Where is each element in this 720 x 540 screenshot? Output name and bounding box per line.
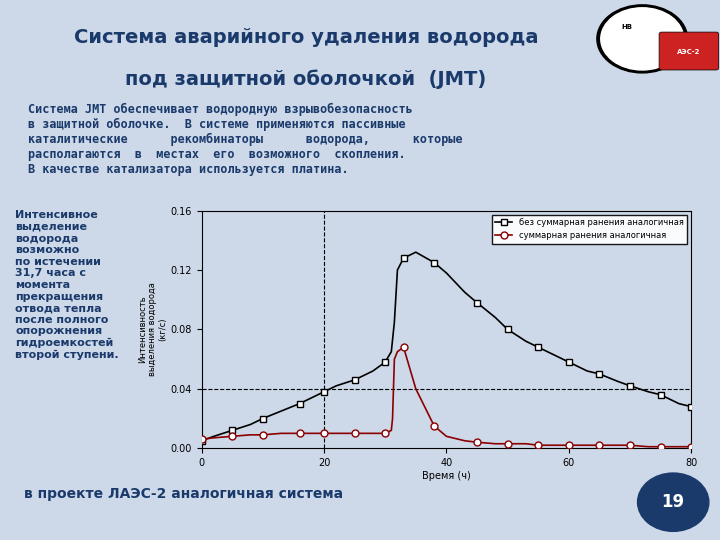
Text: Система аварийного удаления водорода: Система аварийного удаления водорода — [73, 28, 539, 47]
FancyBboxPatch shape — [659, 32, 719, 70]
Text: Интенсивное
выделение
водорода
возможно
по истечении
31,7 часа с
момента
прекращ: Интенсивное выделение водорода возможно … — [15, 211, 119, 360]
Circle shape — [597, 5, 688, 73]
Text: под защитной оболочкой  (JMT): под защитной оболочкой (JMT) — [125, 69, 487, 89]
Text: АЭС-2: АЭС-2 — [678, 49, 701, 55]
Text: 19: 19 — [662, 493, 685, 511]
Text: в проекте ЛАЭС-2 аналогичная система: в проекте ЛАЭС-2 аналогичная система — [24, 487, 343, 501]
Legend: без суммарная ранения аналогичная, суммарная ранения аналогичная: без суммарная ранения аналогичная, сумма… — [492, 215, 687, 244]
Circle shape — [600, 8, 684, 70]
Text: НВ: НВ — [621, 24, 632, 30]
X-axis label: Время (ч): Время (ч) — [422, 471, 471, 481]
Circle shape — [638, 473, 709, 531]
Y-axis label: Интенсивность
выделения водорода
(кг/с): Интенсивность выделения водорода (кг/с) — [138, 282, 168, 376]
Text: Система JMT обеспечивает водородную взрывобезопасность
в защитной оболочке.  В с: Система JMT обеспечивает водородную взры… — [28, 103, 463, 176]
